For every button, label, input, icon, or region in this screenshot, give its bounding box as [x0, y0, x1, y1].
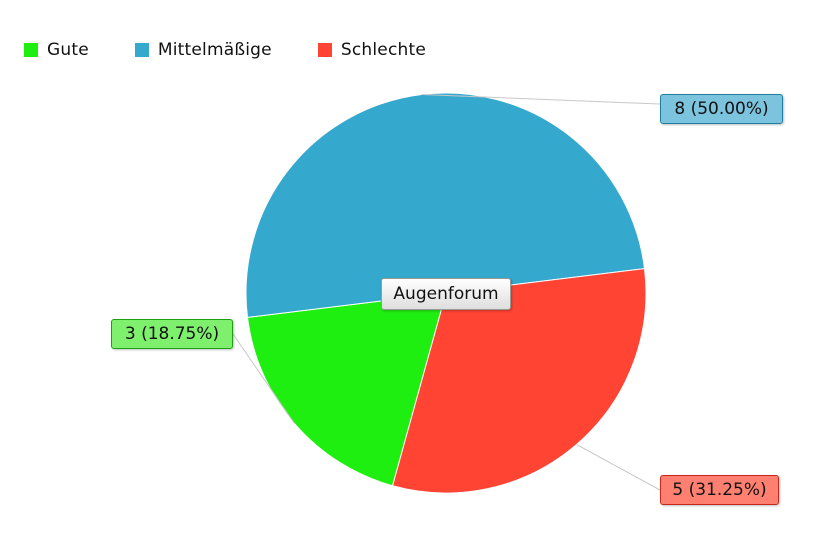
legend-item-mittelmaessige[interactable]: Mittelmäßige: [134, 40, 272, 60]
chart-legend: Gute Mittelmäßige Schlechte: [24, 36, 472, 64]
legend-label-mittelmaessige: Mittelmäßige: [157, 40, 272, 60]
data-label-schlechte: 5 (31.25%): [660, 475, 779, 505]
legend-swatch-mittelmaessige: [134, 43, 149, 57]
chart-title: Augenforum: [381, 278, 511, 310]
legend-swatch-gute: [24, 43, 38, 57]
data-label-gute: 3 (18.75%): [111, 319, 233, 349]
leader-line-0: [232, 333, 295, 424]
data-label-mittelmaessige: 8 (50.00%): [660, 94, 783, 124]
legend-item-schlechte[interactable]: Schlechte: [317, 40, 426, 60]
legend-label-schlechte: Schlechte: [340, 40, 426, 60]
legend-label-gute: Gute: [47, 40, 89, 60]
legend-item-gute[interactable]: Gute: [24, 40, 89, 60]
leader-line-2: [576, 444, 661, 491]
legend-swatch-schlechte: [317, 43, 332, 57]
pie-slice-schlechte[interactable]: [391, 268, 647, 494]
